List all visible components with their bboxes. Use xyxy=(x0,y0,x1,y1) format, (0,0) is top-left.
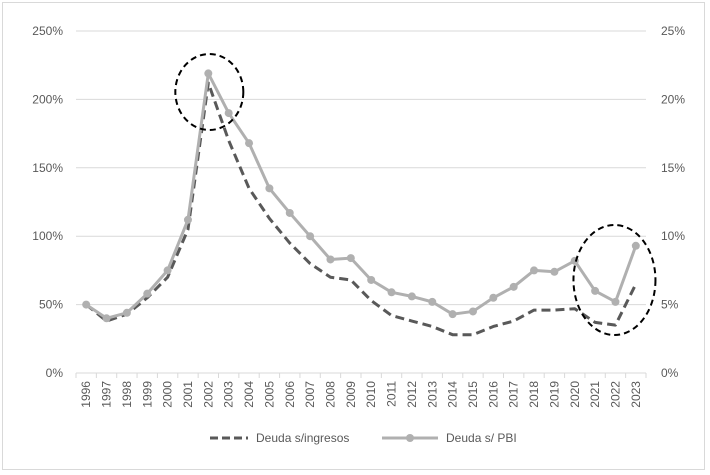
x-tick-label: 2022 xyxy=(608,381,622,408)
x-tick-label: 2015 xyxy=(466,381,480,408)
series-point-deuda-pbi xyxy=(143,289,152,298)
annotations xyxy=(174,53,657,336)
series-point-deuda-pbi xyxy=(102,314,111,323)
left-tick-label: 0% xyxy=(46,366,64,380)
x-tick-label: 2023 xyxy=(629,381,643,408)
x-tick-label: 2003 xyxy=(222,381,236,408)
annotation-ellipse-2002 xyxy=(174,53,245,131)
x-tick-label: 2001 xyxy=(181,381,195,408)
series-point-deuda-pbi xyxy=(407,292,416,301)
right-tick-label: 20% xyxy=(661,92,685,106)
x-tick-label: 2011 xyxy=(385,381,399,407)
series-point-deuda-pbi xyxy=(468,307,477,316)
x-tick-label: 1998 xyxy=(120,381,134,408)
x-tick-label: 2016 xyxy=(486,381,500,408)
legend: Deuda s/ingresos Deuda s/ PBI xyxy=(210,431,517,445)
x-tick-label: 2006 xyxy=(283,381,297,408)
left-tick-label: 200% xyxy=(32,92,63,106)
series-point-deuda-pbi xyxy=(591,286,600,295)
series-point-deuda-pbi xyxy=(550,267,559,276)
x-tick-label: 2014 xyxy=(446,381,460,408)
right-tick-label: 5% xyxy=(661,298,679,312)
x-tick-label: 2012 xyxy=(405,381,419,408)
x-tick-label: 1996 xyxy=(79,381,93,408)
right-axis-ticks: 0% 5% 10% 15% 20% 25% xyxy=(661,24,685,380)
series-point-deuda-pbi xyxy=(183,215,192,224)
legend-label-deuda-ingresos: Deuda s/ingresos xyxy=(256,431,349,445)
series-point-deuda-pbi xyxy=(448,310,457,319)
left-tick-label: 100% xyxy=(32,229,63,243)
x-tick-label: 2013 xyxy=(425,381,439,408)
series-point-deuda-pbi xyxy=(367,275,376,284)
x-tick-label: 2008 xyxy=(323,381,337,408)
series-point-deuda-pbi xyxy=(163,266,172,275)
series-point-deuda-pbi xyxy=(285,208,294,217)
x-tick-label: 2007 xyxy=(303,381,317,408)
series-layer xyxy=(82,69,640,337)
x-tick-label: 1997 xyxy=(100,381,114,408)
left-tick-label: 150% xyxy=(32,161,63,175)
right-tick-label: 0% xyxy=(661,366,679,380)
x-tick-label: 2005 xyxy=(262,381,276,408)
series-point-deuda-pbi xyxy=(346,254,355,263)
x-tick-label: 2017 xyxy=(507,381,521,408)
x-tick-label: 2000 xyxy=(161,381,175,408)
series-point-deuda-pbi xyxy=(204,69,213,78)
gridlines xyxy=(76,30,646,306)
x-tick-label: 2004 xyxy=(242,381,256,408)
right-tick-label: 15% xyxy=(661,161,685,175)
series-point-deuda-pbi xyxy=(265,184,274,193)
series-line-deuda-pbi xyxy=(85,71,638,320)
x-axis-ticks: 1996 1997 1998 1999 2000 2001 2002 2003 2004 2005… xyxy=(75,373,647,408)
series-point-deuda-pbi xyxy=(489,293,498,302)
x-tick-label: 2018 xyxy=(527,381,541,408)
series-point-deuda-pbi xyxy=(530,266,539,275)
legend-marker-deuda-pbi xyxy=(406,434,414,442)
series-point-deuda-pbi xyxy=(326,255,335,264)
x-tick-label: 2020 xyxy=(568,381,582,408)
series-point-deuda-pbi xyxy=(631,241,640,250)
x-tick-label: 2009 xyxy=(344,381,358,408)
x-tick-label: 2002 xyxy=(201,381,215,408)
x-tick-label: 2010 xyxy=(364,381,378,408)
legend-label-deuda-pbi: Deuda s/ PBI xyxy=(446,431,517,445)
series-point-deuda-pbi xyxy=(224,109,233,118)
left-tick-label: 50% xyxy=(39,298,63,312)
series-point-deuda-pbi xyxy=(509,282,518,291)
x-tick-label: 2019 xyxy=(547,381,561,408)
series-point-deuda-pbi xyxy=(82,300,91,309)
x-tick-label: 2021 xyxy=(588,381,602,408)
series-point-deuda-pbi xyxy=(428,297,437,306)
annotation-ellipse-2021-2023 xyxy=(572,224,657,336)
series-point-deuda-pbi xyxy=(306,232,315,241)
series-point-deuda-pbi xyxy=(245,139,254,148)
x-tick-label: 1999 xyxy=(140,381,154,408)
series-line-deuda-ingresos xyxy=(85,81,638,337)
right-tick-label: 10% xyxy=(661,229,685,243)
left-tick-label: 250% xyxy=(32,24,63,38)
left-axis-ticks: 0% 50% 100% 150% 200% 250% xyxy=(32,24,63,380)
series-point-deuda-pbi xyxy=(122,308,131,317)
series-point-deuda-pbi xyxy=(611,297,620,306)
series-point-deuda-pbi xyxy=(387,288,396,297)
right-tick-label: 25% xyxy=(661,24,685,38)
